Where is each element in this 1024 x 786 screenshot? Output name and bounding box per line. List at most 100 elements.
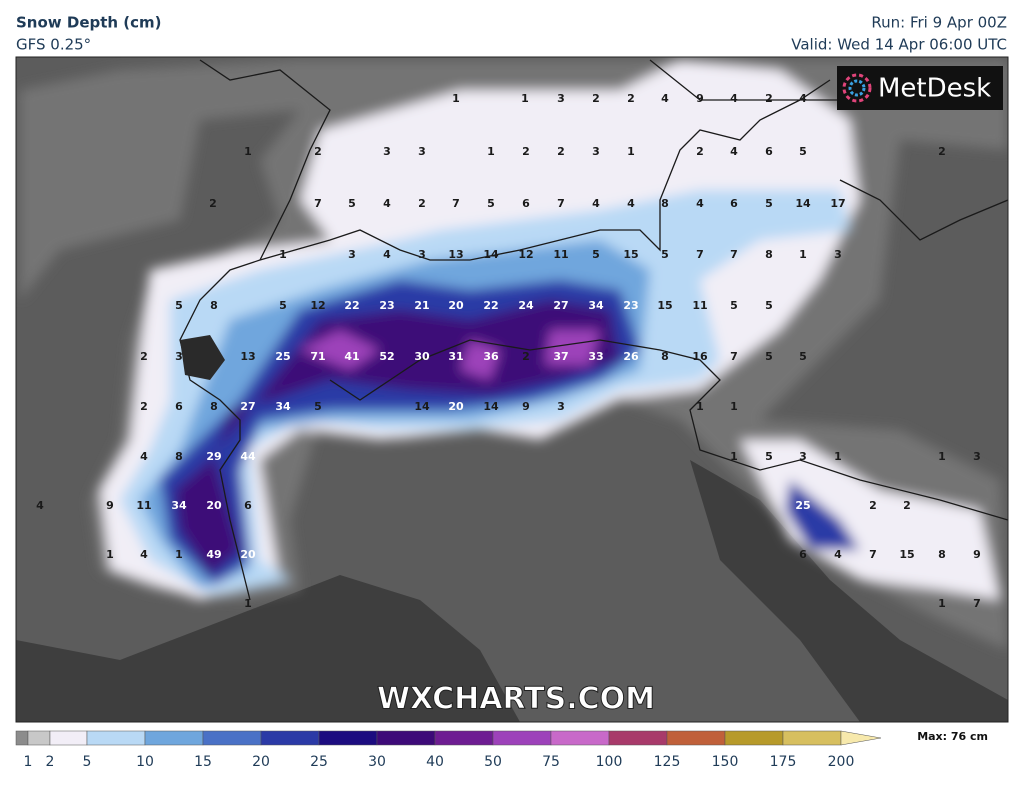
colorbar-label: 20 <box>252 754 270 770</box>
snow-depth-value: 27 <box>240 400 255 413</box>
snow-depth-value: 4 <box>383 248 391 261</box>
colorbar-bin <box>492 730 552 746</box>
snow-depth-value: 2 <box>557 145 565 158</box>
colorbar-bin <box>724 730 784 746</box>
snow-depth-value: 49 <box>206 548 221 561</box>
colorbar-label: 10 <box>136 754 154 770</box>
snow-depth-value: 5 <box>314 400 322 413</box>
snow-depth-value: 6 <box>244 499 252 512</box>
colorbar-bin <box>434 730 494 746</box>
snow-depth-value: 3 <box>799 450 807 463</box>
snow-depth-value: 37 <box>553 350 568 363</box>
snow-depth-value: 30 <box>414 350 430 363</box>
snow-depth-value: 1 <box>487 145 495 158</box>
snow-depth-value: 41 <box>344 350 359 363</box>
colorbar-label: 2 <box>46 754 55 770</box>
snow-depth-value: 12 <box>310 299 325 312</box>
snow-depth-value: 17 <box>830 197 845 210</box>
snow-depth-value: 2 <box>592 92 600 105</box>
snow-depth-value: 1 <box>730 450 738 463</box>
snow-depth-value: 2 <box>140 350 148 363</box>
snow-depth-value: 2 <box>903 499 911 512</box>
snow-depth-value: 8 <box>765 248 773 261</box>
snow-depth-value: 6 <box>730 197 738 210</box>
snow-depth-value: 23 <box>623 299 638 312</box>
snow-depth-value: 2 <box>522 350 530 363</box>
max-label: Max: 76 cm <box>917 730 988 743</box>
snow-depth-value: 7 <box>557 197 565 210</box>
snow-depth-value: 12 <box>518 248 533 261</box>
snow-depth-value: 20 <box>448 400 464 413</box>
colorbar-bin <box>666 730 726 746</box>
snow-depth-value: 1 <box>799 248 807 261</box>
snow-depth-value: 1 <box>452 92 460 105</box>
colorbar-bin <box>782 730 842 746</box>
snow-depth-value: 16 <box>692 350 708 363</box>
snow-depth-value: 3 <box>834 248 842 261</box>
logo-text: MetDesk <box>878 74 991 104</box>
snow-depth-value: 4 <box>661 92 669 105</box>
snow-depth-value: 2 <box>627 92 635 105</box>
snow-depth-value: 7 <box>314 197 322 210</box>
model: GFS 0.25° <box>16 36 91 54</box>
snow-depth-value: 4 <box>730 92 738 105</box>
colorbar-arrow <box>840 730 882 746</box>
snow-depth-value: 34 <box>275 400 291 413</box>
snow-depth-value: 4 <box>627 197 635 210</box>
snow-depth-value: 22 <box>483 299 498 312</box>
snow-depth-value: 3 <box>175 350 183 363</box>
snow-depth-value: 4 <box>834 548 842 561</box>
snow-depth-value: 5 <box>348 197 356 210</box>
snow-depth-value: 22 <box>344 299 359 312</box>
colorbar-label: 150 <box>712 754 739 770</box>
colorbar-bin <box>608 730 668 746</box>
snow-depth-value: 1 <box>696 400 704 413</box>
snow-depth-value: 9 <box>522 400 530 413</box>
snow-depth-value: 1 <box>521 92 529 105</box>
logo-icon <box>842 73 872 103</box>
snow-depth-value: 2 <box>140 400 148 413</box>
snow-depth-value: 13 <box>448 248 463 261</box>
snow-depth-value: 8 <box>210 400 218 413</box>
snow-depth-value: 25 <box>795 499 810 512</box>
snow-depth-value: 7 <box>973 597 981 610</box>
snow-depth-value: 5 <box>799 145 807 158</box>
snow-depth-value: 1 <box>730 400 738 413</box>
snow-depth-value: 3 <box>418 145 426 158</box>
snow-depth-value: 4 <box>696 197 704 210</box>
snow-depth-value: 5 <box>730 299 738 312</box>
title: Snow Depth (cm) <box>16 14 162 32</box>
snow-depth-value: 8 <box>210 299 218 312</box>
snow-depth-value: 4 <box>592 197 600 210</box>
map-area: 1 1 3 2 2 4 9 4 2 41 2 3 3 1 2 2 3 1 2 4 6 5 22 7 5 4 2 7 5 6 7 4 4 8 4 6 5 1… <box>16 57 1008 722</box>
snow-depth-value: 5 <box>661 248 669 261</box>
colorbar-bin <box>550 730 610 746</box>
colorbar-label: 100 <box>596 754 623 770</box>
snow-depth-value: 5 <box>765 197 773 210</box>
colorbar-bin <box>15 730 29 746</box>
snow-depth-value: 2 <box>938 145 946 158</box>
snow-depth-value: 71 <box>310 350 325 363</box>
snow-depth-value: 4 <box>140 548 148 561</box>
colorbar-label: 75 <box>542 754 560 770</box>
snow-depth-value: 2 <box>314 145 322 158</box>
snow-depth-value: 3 <box>973 450 981 463</box>
snow-depth-value: 2 <box>209 197 217 210</box>
snow-depth-value: 3 <box>557 400 565 413</box>
snow-depth-value: 31 <box>448 350 463 363</box>
snow-depth-value: 8 <box>938 548 946 561</box>
snow-depth-value: 15 <box>657 299 672 312</box>
snow-depth-value: 2 <box>418 197 426 210</box>
snow-depth-value: 7 <box>696 248 704 261</box>
colorbar-bin <box>376 730 436 746</box>
colorbar-label: 15 <box>194 754 212 770</box>
snow-depth-value: 20 <box>448 299 464 312</box>
snow-depth-value: 1 <box>627 145 635 158</box>
snow-depth-value: 7 <box>730 248 738 261</box>
snow-depth-value: 34 <box>588 299 604 312</box>
colorbar-label: 175 <box>770 754 797 770</box>
snow-depth-value: 33 <box>588 350 603 363</box>
snow-depth-value: 36 <box>483 350 499 363</box>
